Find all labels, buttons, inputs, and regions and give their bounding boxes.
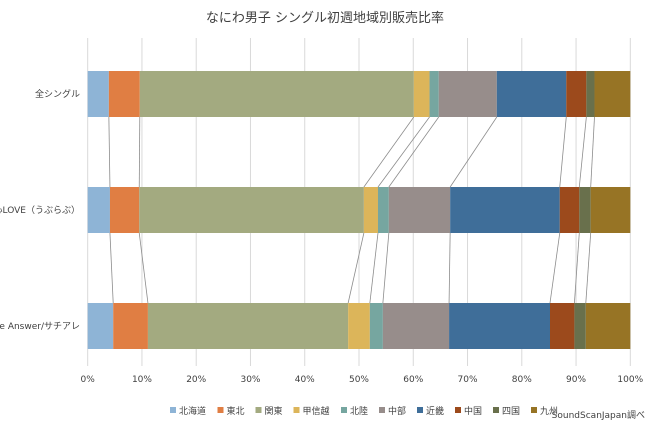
bar-segment bbox=[87, 71, 109, 117]
bar-segment bbox=[594, 71, 631, 117]
bar-segment bbox=[388, 187, 451, 233]
legend-label: 関東 bbox=[265, 405, 283, 417]
series-line bbox=[382, 232, 390, 304]
chart-title: なにわ男子 シングル初週地域別販売比率 bbox=[206, 10, 444, 26]
bar-segment bbox=[87, 187, 110, 233]
series-line bbox=[109, 232, 114, 304]
x-tick-label: 80% bbox=[512, 375, 532, 385]
bar-segment bbox=[449, 303, 550, 349]
bar-segment bbox=[579, 187, 591, 233]
legend-label: 北海道 bbox=[179, 405, 206, 417]
bar-segment bbox=[496, 71, 567, 117]
bar-segment bbox=[438, 71, 497, 117]
series-line bbox=[559, 116, 567, 188]
legend-swatch bbox=[493, 407, 499, 413]
x-tick-label: 20% bbox=[186, 375, 206, 385]
series-line bbox=[369, 232, 379, 304]
series-line bbox=[377, 116, 430, 188]
series-line bbox=[585, 232, 592, 304]
series-line bbox=[448, 232, 451, 304]
source-note: SoundScanJapan調べ bbox=[552, 409, 645, 421]
legend-swatch bbox=[341, 407, 347, 413]
x-tick-label: 10% bbox=[132, 375, 152, 385]
category-label: The Answer/サチアレ bbox=[0, 321, 80, 332]
bar-segment bbox=[413, 71, 430, 117]
legend-swatch bbox=[217, 407, 224, 413]
legend-swatch bbox=[455, 407, 461, 413]
legend-label: 中国 bbox=[464, 405, 482, 417]
bar-segment bbox=[109, 187, 140, 233]
series-line bbox=[138, 232, 149, 304]
series-line bbox=[347, 232, 365, 304]
series-line bbox=[138, 116, 141, 188]
bar-segment bbox=[369, 303, 383, 349]
series-line bbox=[549, 232, 561, 304]
legend-label: 中部 bbox=[388, 405, 406, 417]
bar-segment bbox=[429, 71, 439, 117]
x-tick-label: 30% bbox=[240, 375, 260, 385]
legend-label: 東北 bbox=[227, 405, 245, 417]
series-line bbox=[578, 116, 587, 188]
x-tick-label: 50% bbox=[349, 375, 369, 385]
bar-segment bbox=[450, 187, 560, 233]
bar-segment bbox=[363, 187, 378, 233]
bar-segment bbox=[139, 71, 414, 117]
category-label: 全シングル bbox=[35, 88, 80, 100]
legend-label: 九州 bbox=[540, 406, 558, 417]
bar-segment bbox=[549, 303, 575, 349]
series-line bbox=[363, 116, 415, 188]
bar-segment bbox=[147, 303, 349, 349]
bar-segment bbox=[574, 303, 586, 349]
x-tick-label: 0% bbox=[81, 375, 96, 385]
legend-label: 四国 bbox=[502, 406, 520, 417]
legend-swatch bbox=[417, 407, 423, 413]
bar-segment bbox=[113, 303, 148, 349]
series-line bbox=[449, 116, 498, 188]
x-tick-label: 60% bbox=[403, 375, 423, 385]
bar-segment bbox=[377, 187, 389, 233]
bar-segment bbox=[590, 187, 631, 233]
bar-segment bbox=[585, 303, 631, 349]
x-tick-label: 70% bbox=[458, 375, 478, 385]
series-line bbox=[108, 116, 111, 188]
series-line bbox=[388, 116, 440, 188]
bar-segment bbox=[139, 187, 364, 233]
legend-swatch bbox=[379, 407, 385, 413]
legend-swatch bbox=[170, 407, 176, 413]
x-tick-label: 100% bbox=[617, 375, 643, 385]
bar-segment bbox=[348, 303, 370, 349]
category-label: 初心LOVE（うぶらぶ） bbox=[0, 204, 80, 216]
legend-label: 甲信越 bbox=[303, 405, 330, 417]
series-line bbox=[574, 232, 580, 304]
bar-segment bbox=[382, 303, 450, 349]
bar-segment bbox=[87, 303, 114, 349]
legend-swatch bbox=[293, 407, 300, 413]
bar-segment bbox=[586, 71, 595, 117]
legend-swatch bbox=[255, 407, 262, 413]
x-tick-label: 90% bbox=[566, 375, 586, 385]
legend-label: 北陸 bbox=[350, 405, 368, 417]
x-tick-label: 40% bbox=[295, 375, 315, 385]
bar-segment bbox=[566, 71, 587, 117]
bar-segment bbox=[108, 71, 140, 117]
bar-segment bbox=[559, 187, 580, 233]
legend-swatch bbox=[531, 407, 537, 413]
legend-label: 近畿 bbox=[426, 405, 444, 417]
series-line bbox=[590, 116, 595, 188]
